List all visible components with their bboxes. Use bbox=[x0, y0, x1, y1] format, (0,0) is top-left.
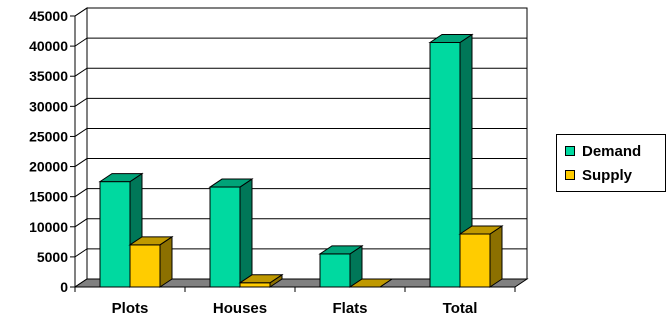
bar-side bbox=[159, 235, 173, 288]
gridlines bbox=[74, 7, 527, 288]
legend-swatch-supply bbox=[565, 170, 575, 180]
legend: Demand Supply bbox=[556, 134, 666, 192]
gridline bbox=[74, 7, 527, 17]
bar-demand-flats bbox=[318, 244, 364, 288]
y-axis-ticks: 0 5000 10000 15000 20000 25000 30000 35000 40000… bbox=[29, 8, 75, 295]
gridline bbox=[74, 218, 527, 228]
bar-top bbox=[428, 33, 474, 43]
bar-top bbox=[238, 274, 284, 284]
bar-supply-total bbox=[458, 225, 504, 288]
y-tick-label: 15000 bbox=[29, 189, 68, 205]
bar-front bbox=[459, 233, 491, 288]
legend-label-demand: Demand bbox=[582, 142, 642, 160]
bar-front bbox=[209, 186, 241, 288]
bar-supply-plots bbox=[128, 235, 174, 288]
gridline bbox=[74, 67, 527, 77]
gridline bbox=[74, 188, 527, 198]
bar-top bbox=[348, 278, 394, 288]
bar-front bbox=[99, 181, 131, 288]
bar-side bbox=[489, 225, 503, 288]
bar-front bbox=[129, 244, 161, 288]
bar-supply-houses bbox=[238, 273, 284, 288]
legend-label-supply: Supply bbox=[582, 166, 633, 184]
y-tick-label: 20000 bbox=[29, 159, 68, 175]
y-tick-label: 40000 bbox=[29, 38, 68, 54]
bar-top bbox=[458, 225, 504, 235]
y-tick-label: 25000 bbox=[29, 128, 68, 144]
legend-item-supply: Supply bbox=[565, 166, 632, 184]
bar-top bbox=[128, 236, 174, 246]
x-tick-label: Total bbox=[443, 300, 478, 317]
legend-item-demand: Demand bbox=[565, 142, 641, 160]
bar-demand-plots bbox=[98, 172, 144, 288]
x-axis-ticks: Plots Houses Flats Total bbox=[74, 287, 516, 317]
bar-front bbox=[429, 41, 461, 288]
gridline bbox=[74, 158, 527, 167]
bar-demand-houses bbox=[208, 178, 254, 288]
x-tick-label: Houses bbox=[213, 300, 267, 317]
bar-top bbox=[318, 245, 364, 255]
bar-top bbox=[98, 173, 144, 183]
gridline bbox=[74, 97, 527, 107]
bar-front bbox=[319, 253, 351, 288]
bar-side bbox=[239, 178, 253, 288]
gridline bbox=[74, 127, 527, 137]
bar-front bbox=[239, 282, 271, 288]
y-tick-label: 30000 bbox=[29, 98, 68, 114]
gridline bbox=[74, 37, 527, 47]
y-tick-label: 10000 bbox=[29, 219, 68, 235]
y-tick-label: 5000 bbox=[37, 249, 68, 265]
bar-top bbox=[208, 178, 254, 188]
bars bbox=[98, 33, 504, 288]
x-tick-label: Flats bbox=[332, 300, 367, 317]
legend-swatch-demand bbox=[565, 146, 575, 156]
y-tick-label: 0 bbox=[60, 279, 68, 295]
gridline bbox=[74, 248, 527, 258]
y-tick-label: 45000 bbox=[29, 8, 68, 24]
bar-supply-flats bbox=[348, 278, 394, 288]
x-tick-label: Plots bbox=[112, 300, 149, 317]
side-wall bbox=[74, 7, 88, 288]
y-tick-label: 35000 bbox=[29, 68, 68, 84]
